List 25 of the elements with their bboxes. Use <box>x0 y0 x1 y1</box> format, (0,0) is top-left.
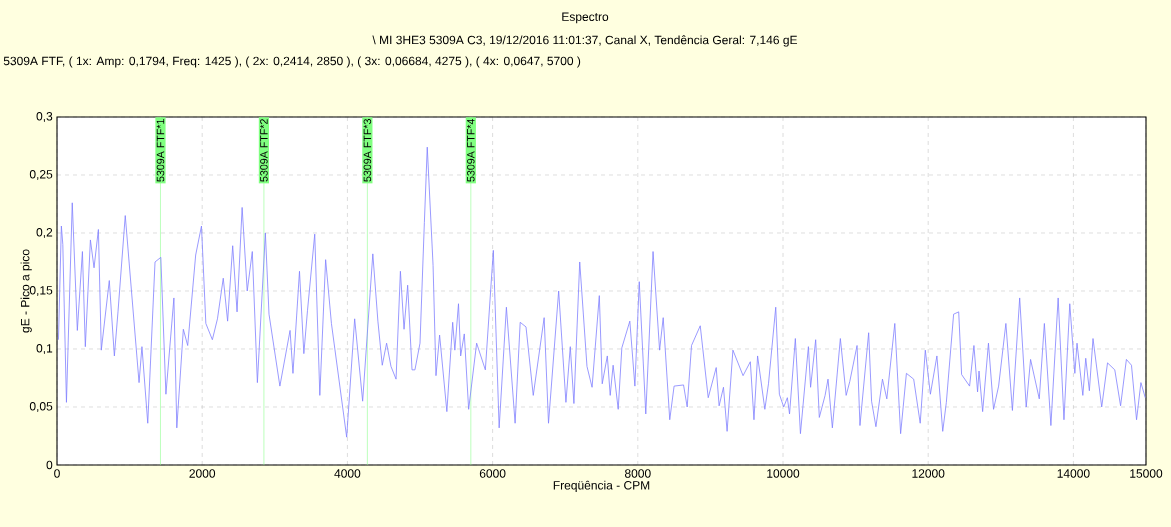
y-tick-label: 0,3 <box>36 112 53 122</box>
x-tick-label: 2000 <box>189 469 216 478</box>
x-tick-label: 14000 <box>1057 469 1090 478</box>
chart-subtitle: \ MI 3HE3 5309A C3, 19/12/2016 11:01:37, Canal X, Tendência Geral: 7,146 gE <box>372 35 798 47</box>
ref-line-label: 5309A FTF*2 <box>260 119 268 182</box>
y-tick-label: 0,05 <box>29 402 53 412</box>
x-tick-label: 6000 <box>479 469 506 478</box>
y-tick-label: 0,1 <box>36 344 53 354</box>
y-tick-label: 0 <box>46 460 53 470</box>
x-tick-label: 15000 <box>1130 469 1163 478</box>
x-tick-label: 0 <box>54 469 60 478</box>
x-tick-label: 8000 <box>624 469 651 478</box>
x-tick-label: 4000 <box>334 469 361 478</box>
y-tick-label: 0,15 <box>29 286 53 296</box>
ref-line-label: 5309A FTF*1 <box>156 119 165 182</box>
chart-title: Espectro <box>562 12 609 24</box>
text: 5309A FTF, ( 1x: Amp: 0,1794, Freq: 1425 ), ( 2x: 0,2414, 2850 ), ( 3x: 0,06684, 4275 ), ( 4x: 0,0647, 5700 ) <box>3 56 581 68</box>
y-tick-label: 0,25 <box>29 170 53 180</box>
x-tick-label: 10000 <box>767 469 800 478</box>
line-series <box>58 146 1146 438</box>
y-tick-label: 0,2 <box>36 228 53 238</box>
ref-line-label: 5309A FTF*4 <box>467 118 475 182</box>
x-tick-label: 12000 <box>912 469 945 478</box>
ref-line-label: 5309A FTF*3 <box>363 119 372 182</box>
x-axis-title: Freqüência - CPM <box>553 480 650 492</box>
